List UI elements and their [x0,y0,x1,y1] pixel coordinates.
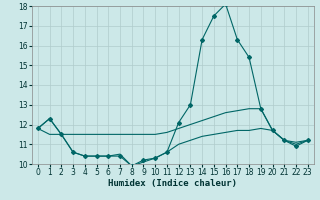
X-axis label: Humidex (Indice chaleur): Humidex (Indice chaleur) [108,179,237,188]
